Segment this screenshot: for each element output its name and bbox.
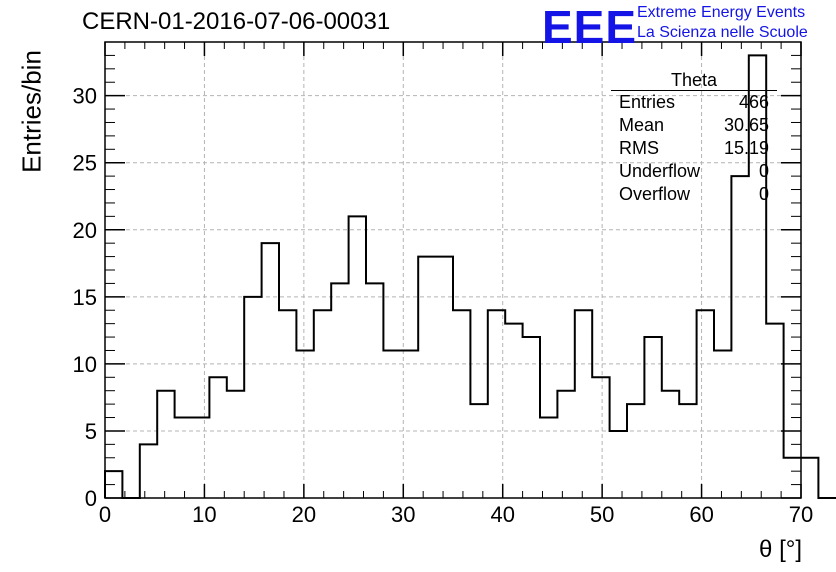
histogram-bin bbox=[488, 310, 505, 498]
stats-value: 466 bbox=[738, 92, 769, 112]
stats-row-rms: RMS 15.19 bbox=[611, 137, 777, 160]
histogram-bin bbox=[784, 458, 801, 498]
histogram-bin bbox=[540, 418, 557, 498]
histogram-bin bbox=[244, 297, 261, 498]
stats-value: 15.19 bbox=[723, 138, 769, 158]
histogram-bin bbox=[505, 324, 522, 498]
histogram-bin bbox=[523, 337, 540, 498]
logo-line-2: La Scienza nelle Scuole bbox=[637, 24, 808, 41]
histogram-bin bbox=[679, 404, 696, 498]
y-tick-label: 15 bbox=[73, 285, 97, 310]
stats-row-mean: Mean 30.65 bbox=[611, 114, 777, 137]
histogram-bin bbox=[279, 310, 296, 498]
stats-row-underflow: Underflow 0 bbox=[611, 160, 777, 183]
histogram-bin bbox=[801, 458, 818, 498]
y-axis-label: Entries/bin bbox=[16, 50, 47, 173]
stats-value: 0 bbox=[758, 184, 769, 204]
y-tick-label: 5 bbox=[85, 419, 97, 444]
stats-value: 30.65 bbox=[723, 115, 769, 135]
stats-label: RMS bbox=[619, 138, 659, 158]
histogram-bin bbox=[697, 310, 714, 498]
stats-label: Underflow bbox=[619, 161, 701, 181]
histogram-bin bbox=[227, 391, 244, 498]
histogram-bin bbox=[766, 324, 783, 498]
y-tick-label: 10 bbox=[73, 352, 97, 377]
histogram-bin bbox=[575, 310, 592, 498]
histogram-bin bbox=[644, 337, 661, 498]
logo-line-1: Extreme Energy Events bbox=[637, 4, 806, 21]
y-tick-label: 0 bbox=[85, 486, 97, 511]
histogram-bin bbox=[592, 377, 609, 498]
histogram-bin bbox=[470, 404, 487, 498]
axis-tick-labels: 0 10 20 30 40 50 60 70 0 5 10 15 20 25 30 bbox=[73, 84, 814, 527]
histogram-bin bbox=[662, 391, 679, 498]
x-tick-label: 10 bbox=[192, 502, 216, 527]
x-tick-label: 60 bbox=[689, 502, 713, 527]
stats-title: Theta bbox=[611, 70, 777, 91]
histogram-bin bbox=[314, 310, 331, 498]
stats-label: Entries bbox=[619, 92, 676, 112]
x-tick-label: 30 bbox=[391, 502, 415, 527]
histogram-bin bbox=[383, 350, 400, 498]
y-tick-label: 30 bbox=[73, 84, 97, 109]
stats-row-overflow: Overflow 0 bbox=[611, 183, 777, 206]
eee-logo: EEE bbox=[542, 1, 638, 53]
histogram-bin bbox=[175, 418, 192, 498]
histogram-bin bbox=[296, 350, 313, 498]
histogram-bin bbox=[627, 404, 644, 498]
x-tick-label: 0 bbox=[99, 502, 111, 527]
histogram-outline bbox=[104, 54, 836, 499]
histogram-bin bbox=[436, 257, 453, 498]
stats-label: Mean bbox=[619, 115, 665, 135]
histogram-bin bbox=[157, 391, 174, 498]
histogram-bin bbox=[610, 431, 627, 498]
histogram-bin bbox=[418, 257, 435, 498]
chart-title: CERN-01-2016-07-06-00031 bbox=[82, 8, 391, 35]
y-tick-label: 25 bbox=[73, 151, 97, 176]
grid-lines bbox=[105, 42, 801, 498]
x-tick-label: 20 bbox=[292, 502, 316, 527]
y-tick-label: 20 bbox=[73, 218, 97, 243]
logo-caption: Extreme Energy Events La Scienza nelle S… bbox=[637, 3, 808, 43]
histogram-bin bbox=[140, 444, 157, 498]
histogram-bin bbox=[349, 216, 366, 498]
histogram-bin bbox=[192, 418, 209, 498]
histogram-bin bbox=[731, 176, 748, 498]
histogram-bin bbox=[262, 243, 279, 498]
histogram-bin bbox=[714, 350, 731, 498]
histogram-bin bbox=[453, 310, 470, 498]
stats-box: Theta Entries 466 Mean 30.65 RMS 15.19 U… bbox=[611, 70, 777, 206]
stats-value: 0 bbox=[758, 161, 769, 181]
x-tick-label: 40 bbox=[490, 502, 514, 527]
stats-row-entries: Entries 466 bbox=[611, 91, 777, 114]
x-tick-label: 70 bbox=[789, 502, 813, 527]
histogram-bin bbox=[557, 391, 574, 498]
histogram-bin bbox=[366, 283, 383, 498]
stats-label: Overflow bbox=[619, 184, 691, 204]
axis-ticks bbox=[104, 41, 802, 499]
x-tick-label: 50 bbox=[590, 502, 614, 527]
histogram-bin bbox=[401, 350, 418, 498]
x-axis-label: θ [°] bbox=[759, 536, 802, 563]
histogram-bin bbox=[331, 283, 348, 498]
histogram-bin bbox=[209, 377, 226, 498]
